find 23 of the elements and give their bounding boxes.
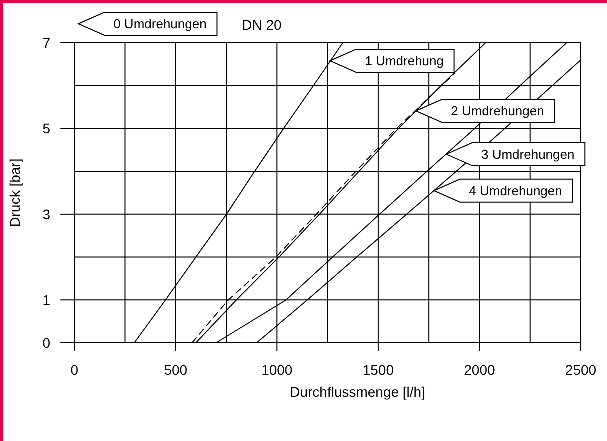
x-tick-label: 2500 (565, 362, 597, 378)
x-tick-label: 1500 (362, 362, 394, 378)
y-tick-label: 1 (42, 292, 51, 308)
x-tick-label: 1000 (262, 362, 293, 378)
y-axis-title: Druck [bar] (7, 158, 23, 228)
callout-box: 2 Umdrehungen (414, 99, 556, 124)
y-tick-label: 7 (42, 35, 51, 51)
annotation: 2 Umdrehungen (451, 104, 544, 119)
x-axis-title: Durchflussmenge [l/h] (290, 384, 426, 400)
chart-title: DN 20 (242, 17, 282, 33)
annotation: 4 Umdrehungen (469, 183, 562, 198)
callout-box: 3 Umdrehungen (445, 142, 586, 166)
y-tick-label: 3 (42, 206, 51, 222)
annotation: 3 Umdrehungen (482, 146, 575, 162)
annotation: 1 Umdrehung (365, 54, 444, 68)
callout-box: 1 Umdrehung (329, 49, 455, 73)
callout-box: 4 Umdrehungen (432, 178, 574, 203)
x-tick-label: 0 (70, 362, 79, 378)
y-tick-label: 5 (42, 120, 51, 137)
x-tick-label: 2000 (464, 362, 496, 378)
x-tick-label: 500 (164, 362, 188, 378)
y-tick-label: 0 (42, 335, 51, 351)
callout-box: 0 Umdrehungen (77, 12, 218, 36)
